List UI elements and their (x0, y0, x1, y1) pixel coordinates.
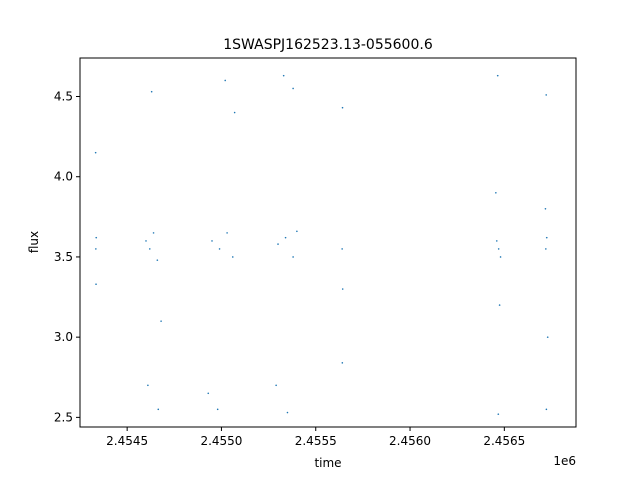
data-point (496, 74, 499, 77)
data-point (546, 336, 549, 338)
data-point (156, 259, 159, 261)
data-point (152, 232, 155, 234)
data-point (341, 288, 344, 290)
x-offset-label: 1e6 (553, 454, 576, 468)
data-point (286, 411, 289, 414)
data-point (233, 111, 236, 114)
y-tick-label: 4.5 (54, 90, 73, 104)
data-point (495, 240, 498, 242)
data-point (275, 384, 277, 387)
x-tick-label: 2.4565 (483, 434, 525, 448)
data-point (95, 283, 97, 286)
data-point (231, 256, 234, 258)
y-tick-label: 4.0 (54, 170, 73, 184)
data-point (498, 304, 501, 306)
data-point (284, 236, 287, 239)
x-tick-label: 2.4560 (389, 434, 431, 448)
data-point (207, 392, 210, 395)
data-point (545, 236, 548, 239)
data-point (218, 248, 221, 250)
data-point (292, 256, 294, 258)
data-point (145, 240, 147, 242)
data-point (94, 151, 97, 154)
y-tick-label: 3.0 (54, 330, 73, 344)
data-point (226, 232, 228, 234)
data-point (499, 256, 502, 258)
data-point (341, 362, 344, 364)
chart-title: 1SWASPJ162523.13-055600.6 (223, 37, 433, 53)
data-point (341, 248, 343, 250)
y-axis: 2.5 3.0 3.5 4.0 4.5 (54, 90, 80, 424)
data-point (160, 320, 162, 322)
plot-frame (79, 57, 577, 428)
y-tick-label: 3.5 (54, 250, 73, 264)
data-point (545, 408, 548, 411)
x-tick-label: 2.4555 (295, 434, 337, 448)
x-tick-label: 2.4545 (106, 434, 148, 448)
data-point (292, 87, 294, 90)
x-axis-label: time (314, 456, 341, 470)
data-point (341, 106, 344, 109)
data-point (224, 79, 227, 82)
data-point (277, 243, 279, 245)
data-point (95, 236, 98, 239)
x-tick-label: 2.4550 (200, 434, 242, 448)
data-point (157, 408, 160, 411)
data-point (296, 230, 298, 233)
data-points (94, 74, 549, 415)
data-point (545, 94, 548, 96)
data-point (544, 208, 547, 210)
data-point (495, 191, 497, 194)
data-point (282, 74, 285, 77)
data-point (216, 408, 219, 411)
data-point (497, 248, 500, 250)
data-point (147, 384, 149, 387)
data-point (95, 248, 97, 250)
data-point (545, 248, 547, 250)
data-point (211, 240, 213, 242)
data-point (148, 248, 151, 250)
data-point (497, 413, 500, 415)
x-axis: 2.4545 2.4550 2.4555 2.4560 2.4565 (106, 427, 525, 448)
y-axis-label: flux (27, 231, 41, 253)
y-tick-label: 2.5 (54, 410, 73, 424)
data-point (150, 90, 153, 93)
